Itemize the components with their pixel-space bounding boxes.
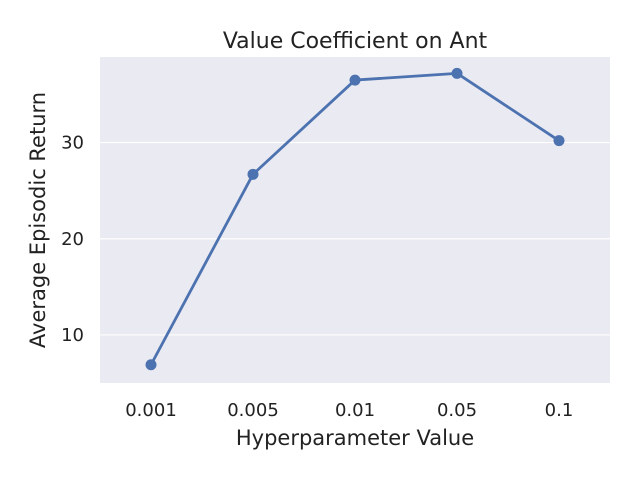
chart-title: Value Coefficient on Ant — [223, 29, 488, 54]
x-tick-label: 0.01 — [335, 400, 375, 421]
x-axis-label: Hyperparameter Value — [236, 426, 474, 450]
series-layer — [145, 67, 565, 371]
y-tick-label: 30 — [61, 133, 84, 154]
y-axis-label: Average Episodic Return — [26, 92, 50, 348]
data-point — [451, 67, 463, 79]
x-tick-label: 0.05 — [437, 400, 477, 421]
data-point — [145, 359, 157, 371]
x-tick-label: 0.005 — [227, 400, 279, 421]
x-tick-label: 0.001 — [125, 400, 177, 421]
data-point — [349, 74, 361, 86]
y-tick-label: 10 — [61, 325, 84, 346]
grid-lines — [100, 141, 610, 336]
data-point — [553, 135, 565, 147]
plot-area — [100, 57, 610, 383]
x-tick-label: 0.1 — [545, 400, 574, 421]
y-tick-label: 20 — [61, 229, 84, 250]
y-tick-labels: 10 20 30 — [61, 133, 84, 346]
x-tick-labels: 0.001 0.005 0.01 0.05 0.1 — [125, 400, 573, 421]
data-point — [247, 168, 259, 180]
